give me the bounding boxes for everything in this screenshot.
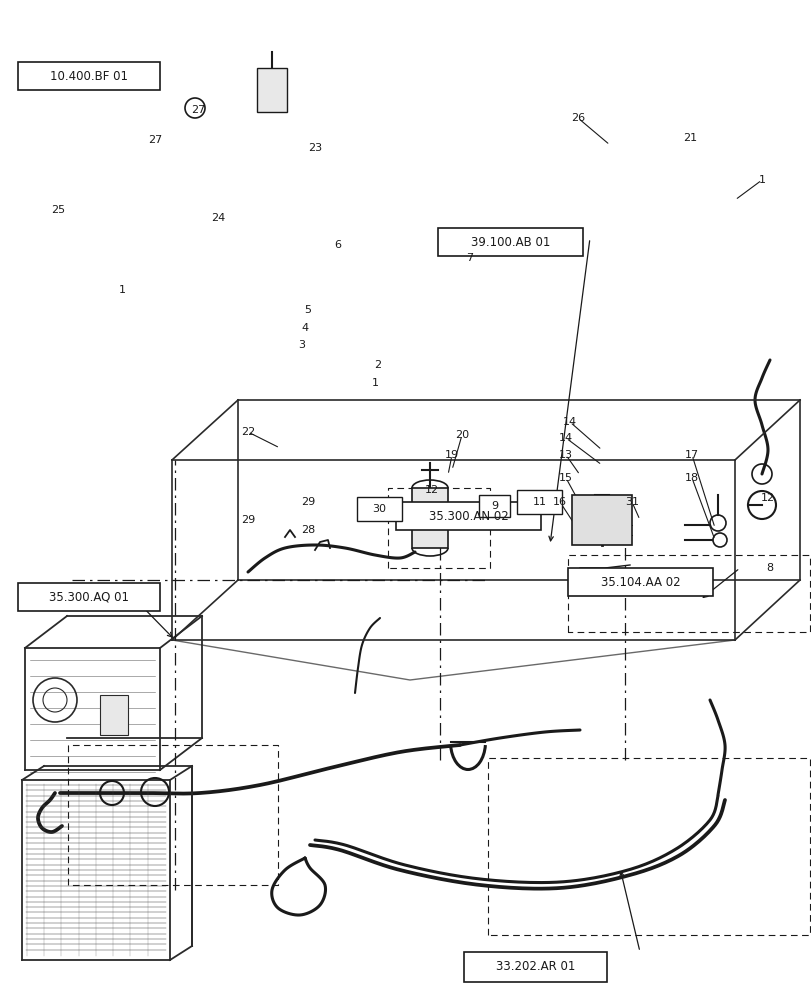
Bar xyxy=(100,695,128,735)
Text: 12: 12 xyxy=(760,493,775,503)
Text: 21: 21 xyxy=(682,133,696,143)
Text: 24: 24 xyxy=(211,213,225,223)
Text: 27: 27 xyxy=(148,135,162,145)
Text: 15: 15 xyxy=(558,473,573,483)
Text: 1: 1 xyxy=(371,378,378,388)
Text: 5: 5 xyxy=(304,305,311,315)
Text: 17: 17 xyxy=(684,450,698,460)
Text: 23: 23 xyxy=(307,143,322,153)
Text: 22: 22 xyxy=(241,427,255,437)
Text: 27: 27 xyxy=(191,105,205,115)
Text: 29: 29 xyxy=(301,497,315,507)
Text: 7: 7 xyxy=(466,253,473,263)
Text: 20: 20 xyxy=(454,430,469,440)
Text: 19: 19 xyxy=(444,450,458,460)
Text: 18: 18 xyxy=(684,473,698,483)
Text: 35.104.AA 02: 35.104.AA 02 xyxy=(600,576,680,588)
Bar xyxy=(571,495,631,545)
Bar xyxy=(568,568,712,596)
Text: 14: 14 xyxy=(558,433,573,443)
Text: 12: 12 xyxy=(424,485,439,495)
Text: 13: 13 xyxy=(558,450,573,460)
Bar xyxy=(357,497,401,521)
Bar xyxy=(478,495,509,517)
Bar xyxy=(517,490,561,514)
Text: 25: 25 xyxy=(51,205,65,215)
Bar xyxy=(18,583,160,611)
Bar xyxy=(396,502,540,530)
Text: 28: 28 xyxy=(301,525,315,535)
Text: 35.300.AQ 01: 35.300.AQ 01 xyxy=(49,590,129,603)
Text: 26: 26 xyxy=(570,113,585,123)
Text: 2: 2 xyxy=(374,360,381,370)
Text: 10.400.BF 01: 10.400.BF 01 xyxy=(49,70,128,83)
Text: 29: 29 xyxy=(241,515,255,525)
Bar xyxy=(18,62,160,90)
Bar xyxy=(464,952,606,982)
Bar xyxy=(411,488,448,548)
Text: 11: 11 xyxy=(532,497,546,507)
Text: 33.202.AR 01: 33.202.AR 01 xyxy=(496,960,574,973)
Bar xyxy=(438,228,582,256)
Text: 35.300.AN 02: 35.300.AN 02 xyxy=(428,510,508,522)
Text: 31: 31 xyxy=(624,497,638,507)
Text: 16: 16 xyxy=(552,497,566,507)
Text: 30: 30 xyxy=(372,504,386,514)
Text: 8: 8 xyxy=(766,563,773,573)
Text: 39.100.AB 01: 39.100.AB 01 xyxy=(470,235,550,248)
Text: 1: 1 xyxy=(118,285,126,295)
Text: 1: 1 xyxy=(757,175,765,185)
Bar xyxy=(257,68,286,112)
Text: 6: 6 xyxy=(334,240,341,250)
Text: 3: 3 xyxy=(298,340,305,350)
Text: 14: 14 xyxy=(562,417,577,427)
Text: 9: 9 xyxy=(491,501,497,511)
Text: 4: 4 xyxy=(301,323,308,333)
